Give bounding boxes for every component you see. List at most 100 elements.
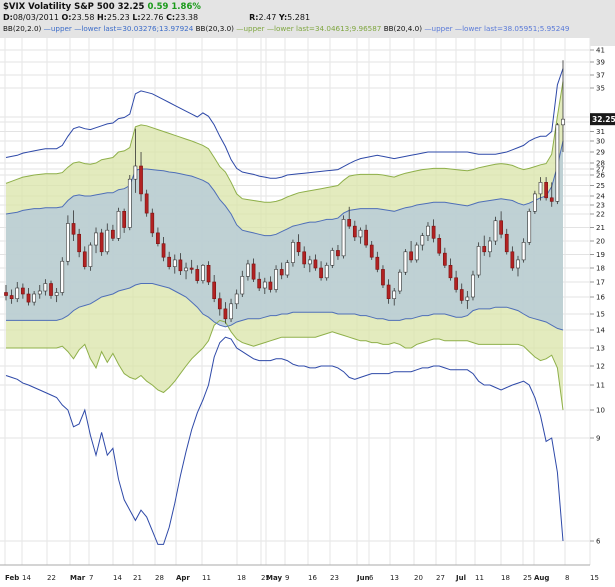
y-tick-label: 35	[596, 85, 605, 93]
candle	[26, 288, 31, 306]
candle	[516, 255, 520, 277]
candle-body	[127, 178, 132, 228]
candle	[302, 246, 307, 268]
price-chart[interactable]: 6910111213141516171819202122232425262728…	[0, 38, 615, 587]
candle	[32, 291, 36, 306]
candle	[291, 239, 295, 267]
candle	[156, 227, 160, 247]
candle-body	[105, 229, 110, 253]
candle	[482, 235, 487, 256]
candle	[448, 258, 453, 281]
y-tick-label: 41	[596, 47, 605, 55]
x-tick-label: Mar	[70, 574, 86, 582]
y-tick-label: 15	[596, 311, 605, 319]
last-price-tag: 32.25	[590, 113, 615, 126]
candle-body	[234, 293, 239, 305]
candle-body	[538, 182, 543, 195]
candle-body	[223, 308, 228, 320]
candle-body	[426, 225, 430, 236]
y-tick-label: 25	[596, 182, 605, 190]
candle-body	[21, 287, 25, 295]
candle	[240, 270, 245, 297]
candle-body	[392, 290, 397, 299]
candle-body	[397, 271, 402, 292]
x-tick-label: 6	[369, 574, 374, 582]
candle	[15, 282, 20, 303]
price-change: 0.59	[147, 2, 169, 12]
candle	[426, 222, 430, 241]
x-tick-label: 7	[89, 574, 93, 582]
candle-body	[88, 244, 93, 267]
candle	[549, 182, 554, 207]
candle	[99, 228, 104, 256]
candle-body	[488, 240, 492, 253]
candle-body	[307, 259, 312, 265]
indicator-legend: BB(20,2.0) —upper —lower last=30.03276;1…	[3, 24, 569, 33]
y-tick-label: 16	[596, 294, 605, 302]
bb2-lower-legend: —lower	[266, 24, 294, 33]
candle	[201, 263, 205, 284]
candle	[504, 228, 509, 255]
candle-body	[375, 256, 380, 270]
candle	[82, 246, 87, 270]
candle	[105, 223, 110, 255]
candle-body	[161, 243, 166, 258]
candle	[133, 128, 138, 193]
x-tick-label: 23	[330, 574, 339, 582]
candle-body	[212, 281, 217, 300]
candle	[195, 265, 200, 284]
x-tick-label: 14	[22, 574, 31, 582]
x-tick-label: 27	[436, 574, 445, 582]
candle	[116, 207, 121, 241]
high-value: 25.23	[106, 13, 130, 22]
candle	[352, 220, 357, 241]
y-tick-label: 28	[596, 160, 605, 168]
candle-body	[403, 251, 408, 273]
candle	[476, 242, 481, 278]
candle-body	[37, 290, 42, 295]
candle-body	[336, 250, 340, 257]
candle	[139, 152, 143, 202]
candle	[330, 247, 335, 268]
y-tick-label: 13	[596, 345, 605, 353]
candle	[409, 241, 413, 263]
candle	[285, 259, 290, 278]
open-label: O:	[61, 13, 72, 22]
y-tick-label: 31	[596, 128, 605, 136]
x-tick-label: 28	[155, 574, 164, 582]
candle	[454, 270, 458, 293]
candle-body	[549, 197, 554, 202]
candle	[561, 60, 565, 152]
candle	[234, 289, 239, 309]
candle-body	[268, 281, 273, 290]
candle	[347, 206, 352, 229]
y-tick-label: 10	[596, 407, 605, 415]
x-tick-label: 21	[133, 574, 142, 582]
candle-body	[324, 265, 329, 279]
candle-body	[60, 260, 65, 293]
y-tick-label: 22	[596, 211, 605, 219]
candle-body	[229, 303, 233, 320]
candle	[150, 208, 155, 237]
x-tick-label: 14	[113, 574, 122, 582]
candle-body	[358, 229, 363, 238]
candle	[358, 227, 363, 244]
symbol-title: $VIX Volatility S&P 500	[3, 2, 115, 12]
candle	[189, 259, 194, 274]
bb3-name: BB(20,4.0)	[383, 24, 423, 33]
x-tick-label: Apr	[176, 574, 190, 582]
candle	[437, 234, 442, 256]
bb3-upper-legend: —upper	[424, 24, 453, 33]
x-tick-label: 20	[414, 574, 423, 582]
bb1-last: last=30.03276;13.97924	[103, 24, 194, 33]
price-change-pct: 1.86%	[171, 2, 201, 12]
y-tick-label: 39	[596, 59, 605, 67]
y-tick-label: 23	[596, 202, 605, 210]
band-fill-inner	[6, 141, 563, 330]
y-tick-label: 30	[596, 138, 605, 146]
x-tick-label: Jun	[356, 574, 370, 582]
candle	[459, 283, 464, 304]
candle-body	[555, 124, 560, 202]
